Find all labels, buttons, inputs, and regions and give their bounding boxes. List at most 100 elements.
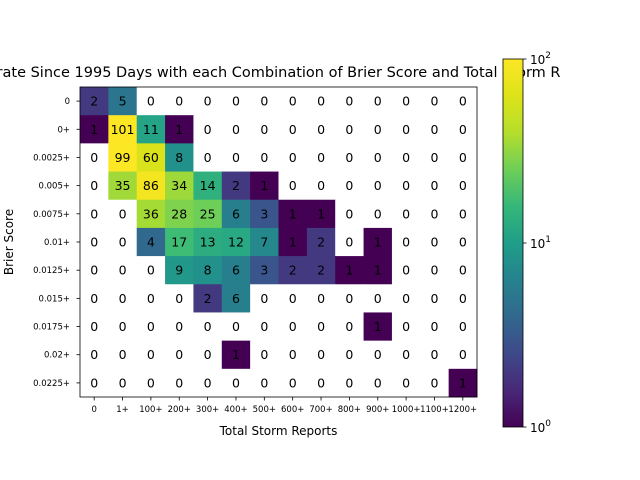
y-tick-label: 0.02+ <box>44 351 70 361</box>
heatmap-cell <box>448 312 478 342</box>
heatmap-cell <box>193 199 223 229</box>
heatmap-cell <box>221 340 251 370</box>
cell-value-label: 0 <box>402 347 410 362</box>
heatmap-cell <box>306 115 336 144</box>
heatmap-cell <box>136 256 166 285</box>
heatmap-cell <box>363 199 393 229</box>
heatmap-cell <box>221 115 251 144</box>
heatmap-cell <box>165 256 194 285</box>
cell-value-label: 0 <box>119 319 127 334</box>
cell-value-label: 0 <box>147 94 155 109</box>
cell-value-label: 0 <box>317 319 325 334</box>
heatmap-cell <box>108 199 138 229</box>
heatmap-cell <box>250 340 279 370</box>
heatmap-cell <box>136 143 166 172</box>
heatmap-cell <box>335 284 364 313</box>
y-tick-label: 0.0175+ <box>33 323 70 333</box>
y-tick-label: 0+ <box>57 125 70 135</box>
cell-value-label: 1 <box>317 206 325 221</box>
heatmap-cell <box>448 115 478 144</box>
cell-value-label: 0 <box>374 375 382 390</box>
heatmap-cell <box>221 368 251 398</box>
heatmap-cell <box>391 340 421 370</box>
cell-value-label: 0 <box>147 375 155 390</box>
y-tick-label: 0 <box>65 97 70 107</box>
cell-value-label: 6 <box>232 206 240 221</box>
heatmap-cell <box>391 87 421 116</box>
heatmap-cell <box>193 340 223 370</box>
cell-value-label: 5 <box>119 94 127 109</box>
cell-value-label: 0 <box>119 375 127 390</box>
heatmap-cell <box>391 256 421 285</box>
heatmap-cell <box>278 143 308 172</box>
x-tick-label: 600+ <box>281 405 304 415</box>
cell-value-label: 0 <box>345 235 353 250</box>
cell-value-label: 0 <box>374 122 382 137</box>
y-tick-label: 0.0025+ <box>33 153 70 163</box>
heatmap-cell <box>165 284 194 313</box>
y-tick-label: 0.0225+ <box>33 379 70 389</box>
colorbar-tick-label: 102 <box>530 51 551 67</box>
heatmap-cell <box>221 143 251 172</box>
cell-value-label: 0 <box>345 375 353 390</box>
cell-value-label: 0 <box>459 94 467 109</box>
heatmap-cell <box>136 284 166 313</box>
cell-value-label: 0 <box>204 375 212 390</box>
heatmap-cell <box>193 312 223 342</box>
cell-value-label: 0 <box>402 263 410 278</box>
cell-value-label: 36 <box>143 206 159 221</box>
heatmap-cell <box>335 115 364 144</box>
heatmap-cell <box>306 340 336 370</box>
cell-value-label: 0 <box>459 319 467 334</box>
x-tick-label: 1+ <box>116 405 129 415</box>
cell-value-label: 0 <box>345 319 353 334</box>
heatmap-cell <box>80 284 109 313</box>
heatmap-cell <box>335 143 364 172</box>
heatmap-cell <box>136 115 166 144</box>
cell-value-label: 17 <box>171 235 187 250</box>
cell-value-label: 3 <box>260 206 268 221</box>
cell-value-label: 0 <box>289 122 297 137</box>
heatmap-cell <box>80 87 109 116</box>
cell-value-label: 0 <box>402 122 410 137</box>
cell-value-label: 0 <box>119 291 127 306</box>
heatmap-cell <box>278 340 308 370</box>
heatmap-cell <box>335 368 364 398</box>
cell-value-label: 0 <box>232 319 240 334</box>
cell-value-label: 0 <box>317 178 325 193</box>
heatmap-cell <box>306 171 336 201</box>
cell-value-label: 0 <box>402 94 410 109</box>
cell-value-label: 0 <box>402 206 410 221</box>
heatmap-cell <box>136 312 166 342</box>
cell-value-label: 0 <box>119 263 127 278</box>
heatmap-cell <box>420 340 450 370</box>
heatmap-cell <box>306 312 336 342</box>
cell-value-label: 0 <box>119 235 127 250</box>
cell-value-label: 0 <box>90 206 98 221</box>
cell-value-label: 0 <box>374 291 382 306</box>
cell-value-label: 0 <box>232 122 240 137</box>
cell-value-label: 0 <box>402 291 410 306</box>
heatmap-cell <box>193 256 223 285</box>
heatmap-cell <box>448 199 478 229</box>
heatmap-cell <box>80 115 109 144</box>
cell-value-label: 1 <box>289 206 297 221</box>
cell-value-label: 13 <box>200 235 216 250</box>
heatmap-cell <box>165 115 194 144</box>
cell-value-label: 86 <box>143 178 159 193</box>
heatmap-cell <box>335 87 364 116</box>
colorbar-tick-label: 100 <box>530 419 551 435</box>
cell-value-label: 0 <box>430 263 438 278</box>
x-tick-label: 800+ <box>338 405 361 415</box>
heatmap-cell <box>448 284 478 313</box>
cell-value-label: 3 <box>260 263 268 278</box>
cell-value-label: 0 <box>147 319 155 334</box>
heatmap-cell <box>136 227 166 257</box>
cell-value-label: 0 <box>147 263 155 278</box>
y-axis-label: Brier Score <box>2 209 16 275</box>
heatmap-cell <box>363 312 393 342</box>
cell-value-label: 0 <box>430 206 438 221</box>
cell-value-label: 0 <box>345 291 353 306</box>
cell-value-label: 0 <box>90 375 98 390</box>
